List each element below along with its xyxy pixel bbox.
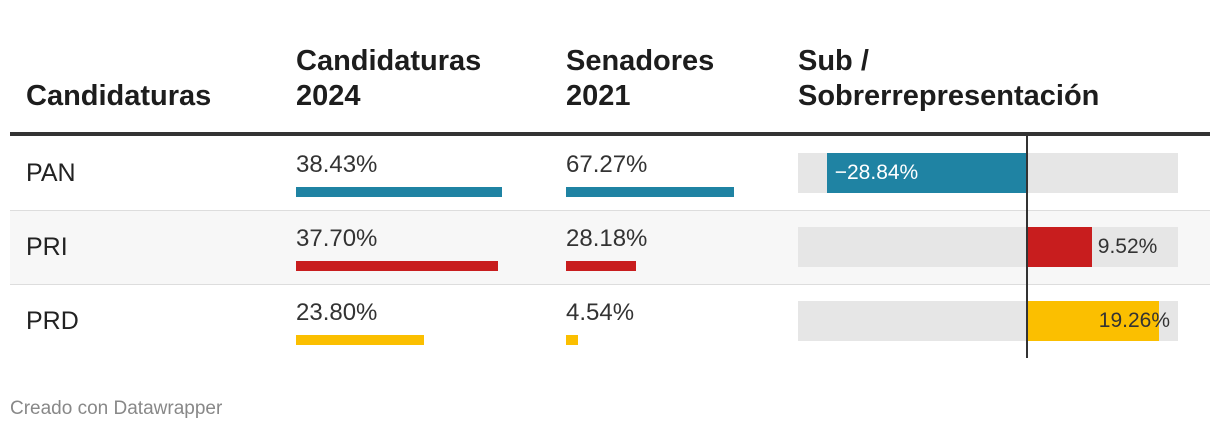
header-candidaturas-2024: Candidaturas 2024 xyxy=(296,44,481,114)
table-header: Candidaturas Candidaturas 2024 Senadores… xyxy=(10,0,1210,136)
header-representacion-line2: Sobrerrepresentación xyxy=(798,80,1100,112)
header-candidaturas-2024-line2: 2024 xyxy=(296,80,361,112)
representation-bar xyxy=(1026,301,1160,341)
candidaturas-2024-bar xyxy=(296,335,424,345)
header-representacion: Sub / Sobrerrepresentación xyxy=(798,44,1099,114)
candidaturas-2024-value: 37.70% xyxy=(296,225,378,252)
representation-bar xyxy=(826,153,1026,193)
representation-value: −28.84% xyxy=(834,161,919,184)
candidaturas-2024-value: 38.43% xyxy=(296,151,378,178)
senadores-2021-bar xyxy=(566,335,578,345)
party-name-pri: PRI xyxy=(26,233,68,261)
candidaturas-2024-value: 23.80% xyxy=(296,299,378,326)
party-name-pan: PAN xyxy=(26,159,76,187)
header-candidaturas-2024-line1: Candidaturas xyxy=(296,45,482,77)
candidaturas-2024-bar xyxy=(296,187,502,197)
zero-axis-line xyxy=(1026,136,1028,358)
senadores-2021-bar xyxy=(566,187,735,197)
representation-value: 9.52% xyxy=(1097,235,1158,258)
representation-track xyxy=(798,227,1178,267)
table-row: PRI 37.70% 28.18% 9.52% xyxy=(10,211,1210,285)
header-senadores-2021-line1: Senadores xyxy=(566,45,715,77)
table-row: PRD 23.80% 4.54% 19.26% xyxy=(10,285,1210,359)
table-row: PAN 38.43% 67.27% −28.84% xyxy=(10,137,1210,211)
senadores-2021-value: 28.18% xyxy=(566,225,648,252)
candidaturas-2024-bar xyxy=(296,261,499,271)
header-senadores-2021-line2: 2021 xyxy=(566,80,631,112)
senadores-2021-value: 67.27% xyxy=(566,151,648,178)
header-party: Candidaturas xyxy=(26,80,212,112)
header-representacion-line1: Sub / xyxy=(798,45,869,77)
datawrapper-credit[interactable]: Creado con Datawrapper xyxy=(10,398,223,419)
representation-value: 19.26% xyxy=(1098,309,1170,332)
senadores-2021-bar xyxy=(566,261,637,271)
header-senadores-2021: Senadores 2021 xyxy=(566,44,714,114)
party-name-prd: PRD xyxy=(26,307,79,335)
senadores-2021-value: 4.54% xyxy=(566,299,635,326)
representation-bar xyxy=(1026,227,1092,267)
